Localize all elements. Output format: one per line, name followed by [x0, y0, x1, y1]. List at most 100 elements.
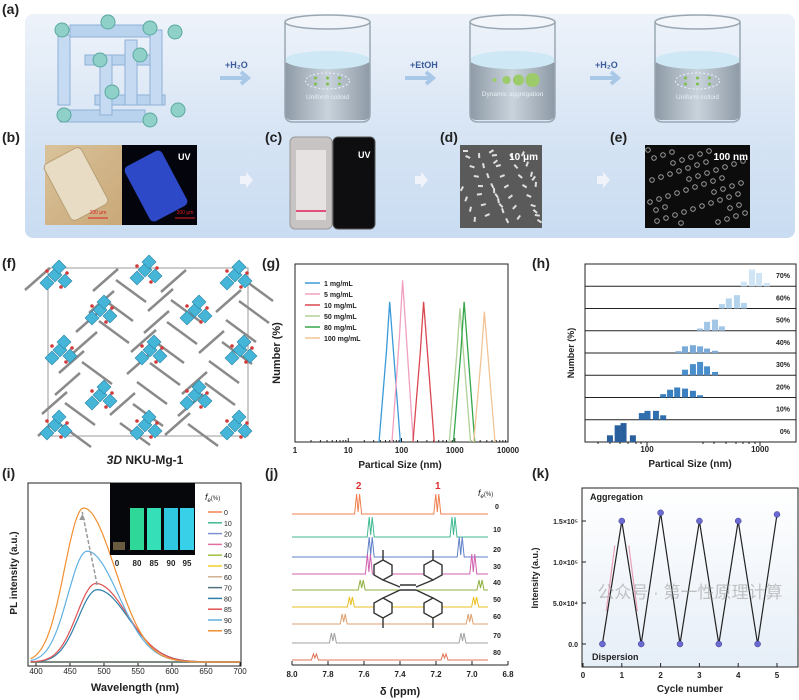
polyhedron: [56, 334, 72, 350]
histogram-bar: [614, 425, 621, 442]
x-axis-label: δ (ppm): [380, 686, 421, 698]
nanoparticle: [681, 209, 687, 215]
metal-node: [170, 102, 186, 118]
legend-label: 70: [224, 586, 232, 593]
beaker-label: Dynamic aggregation: [482, 91, 544, 98]
oxygen-atom: [185, 389, 189, 393]
row-label: 50%: [776, 318, 791, 325]
y-tick-label: 5.0×10⁴: [553, 601, 579, 608]
spectrum-0: [292, 493, 488, 515]
legend-label: 50: [224, 564, 232, 571]
legend-label: 80 mg/mL: [324, 325, 357, 332]
benzene-ring: [423, 597, 443, 619]
rod-particle: [468, 206, 473, 212]
polyhedron: [141, 254, 157, 270]
polyhedron: [57, 423, 73, 439]
polyhedron: [141, 409, 157, 425]
particle: [338, 76, 341, 80]
particle: [684, 76, 687, 80]
beaker-rim: [469, 14, 556, 30]
legend-label: 10: [224, 521, 232, 528]
x-tick-label: 1: [620, 671, 625, 680]
oxygen-atom: [90, 389, 94, 393]
oxygen-atom: [90, 304, 94, 308]
oxygen-atom: [64, 360, 68, 364]
dashed-region: [675, 72, 720, 90]
rod-particle: [534, 181, 537, 187]
histogram-bar: [606, 435, 613, 442]
x-tick-label: 650: [199, 667, 213, 676]
beaker-rim: [654, 14, 741, 30]
rod-particle: [494, 193, 499, 199]
legend-unit: (%): [211, 496, 220, 502]
metal-node: [104, 84, 120, 100]
particle: [708, 82, 711, 86]
data-point: [696, 517, 703, 525]
oxygen-atom: [110, 391, 114, 395]
vial-fluorescent: [180, 508, 194, 550]
organic-linker: [204, 381, 236, 407]
rod-particle: [507, 194, 514, 200]
organic-linker: [149, 361, 181, 387]
row-label: 0%: [780, 429, 791, 436]
nanoparticle: [726, 194, 732, 200]
particle: [314, 82, 317, 86]
rod-particle: [488, 149, 494, 154]
oxygen-atom: [149, 280, 153, 284]
rod-particle: [484, 213, 491, 217]
spectrum-30: [292, 553, 488, 575]
organic-linker: [41, 391, 68, 415]
arrow-icon: [597, 172, 610, 188]
scale-bar-label: 200 μm: [90, 210, 107, 216]
nanoparticle: [669, 149, 675, 155]
rod-particle: [530, 204, 536, 208]
mg-polyhedron-cluster: [219, 259, 253, 291]
beaker-label: Uniform colloid: [676, 94, 719, 101]
crystal-uv: [124, 150, 188, 222]
oxygen-atom: [65, 271, 69, 275]
spectrum-label: 30: [493, 564, 501, 571]
vial-label: 80: [133, 559, 142, 568]
x-tick-label: 7.8: [322, 670, 334, 679]
bonds: [382, 550, 434, 628]
data-point: [599, 640, 606, 648]
panel-label-b: (b): [2, 129, 20, 145]
organic-linker: [208, 359, 240, 385]
series-line-5mgmL: [391, 280, 414, 443]
oxygen-atom: [225, 269, 229, 273]
oxygen-atom: [245, 271, 249, 275]
mg-polyhedron-cluster: [44, 334, 78, 366]
panel-label-h: (h): [532, 255, 550, 271]
y-axis-label: Intensity (a.u.): [530, 547, 540, 608]
histogram-bar: [682, 369, 689, 376]
nanoparticle: [736, 202, 742, 208]
rod-particle: [536, 218, 543, 224]
x-tick-label: 7.6: [358, 670, 370, 679]
histogram-bar: [697, 361, 704, 376]
legend-label: 40: [224, 553, 232, 560]
panel-label-a: (a): [2, 1, 19, 17]
spectrum-label: 40: [493, 580, 501, 587]
linker-block: [149, 29, 163, 106]
spectrum-10: [292, 516, 488, 538]
nanoparticle: [735, 191, 741, 197]
organic-linker: [64, 401, 96, 427]
rod-particle: [513, 164, 519, 170]
spectrum-label: 60: [493, 614, 501, 621]
nanoparticle: [706, 148, 712, 154]
vial-0: [113, 542, 125, 550]
nanoparticle: [653, 207, 659, 213]
rod-particle: [478, 153, 481, 159]
rod-particle: [473, 216, 476, 222]
nanoparticle: [649, 177, 655, 183]
histogram-bar: [718, 326, 725, 331]
legend-label: 80: [224, 596, 232, 603]
oxygen-atom: [250, 346, 254, 350]
structure-caption: 3D NKU-Mg-1: [107, 453, 184, 467]
organic-linker: [225, 318, 257, 344]
histogram-bar: [689, 345, 696, 353]
nanoparticle: [708, 200, 714, 206]
beaker-glass: [469, 22, 556, 123]
nanoparticle: [685, 165, 691, 171]
panel-label-d: (d): [440, 129, 458, 145]
